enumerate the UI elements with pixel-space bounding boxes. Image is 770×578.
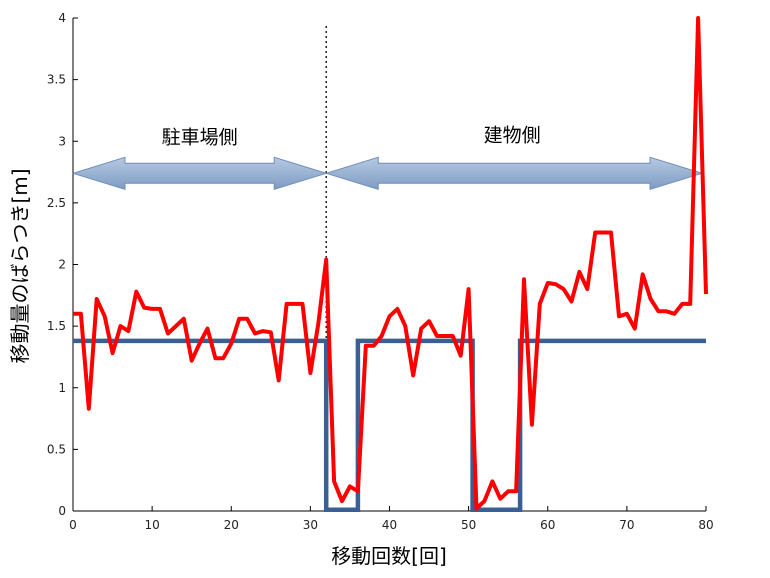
x-tick-label: 70: [619, 518, 634, 532]
chart-labels: 移動回数[回] 移動量のばらつき[m] 駐車場側 建物側: [8, 124, 541, 568]
region-arrows: [71, 156, 704, 190]
y-tick-label: 2: [58, 258, 66, 272]
y-tick-label: 1.5: [47, 319, 66, 333]
y-tick-label: 3.5: [47, 73, 66, 87]
x-axis-title: 移動回数[回]: [331, 544, 447, 568]
y-tick-label: 2.5: [47, 196, 66, 210]
x-tick-label: 40: [382, 518, 397, 532]
y-axis-title: 移動量のばらつき[m]: [8, 168, 32, 363]
arrow-parking-side: [71, 156, 328, 190]
x-tick-label: 0: [69, 518, 77, 532]
series-lines: [73, 16, 708, 513]
x-tick-label: 80: [698, 518, 713, 532]
series-line-red: [73, 16, 708, 511]
arrow-building-side: [324, 156, 704, 190]
axes: 00.511.522.533.540 10 20 30 40 50 60 70 80: [47, 11, 714, 532]
y-tick-label: 1: [58, 381, 66, 395]
x-tick-label: 20: [224, 518, 239, 532]
series-line-blue: [73, 338, 706, 513]
annotation-building-side: 建物側: [484, 124, 541, 146]
annotation-parking-side: 駐車場側: [162, 127, 238, 149]
x-tick-label: 50: [461, 518, 476, 532]
y-tick-label: 3: [58, 134, 66, 148]
x-tick-label: 30: [303, 518, 318, 532]
y-tick-label: 0: [58, 504, 66, 518]
x-tick-label: 10: [144, 518, 159, 532]
y-tick-label: 4: [58, 11, 66, 25]
y-tick-label: 0.5: [47, 442, 66, 456]
x-tick-label: 60: [540, 518, 555, 532]
